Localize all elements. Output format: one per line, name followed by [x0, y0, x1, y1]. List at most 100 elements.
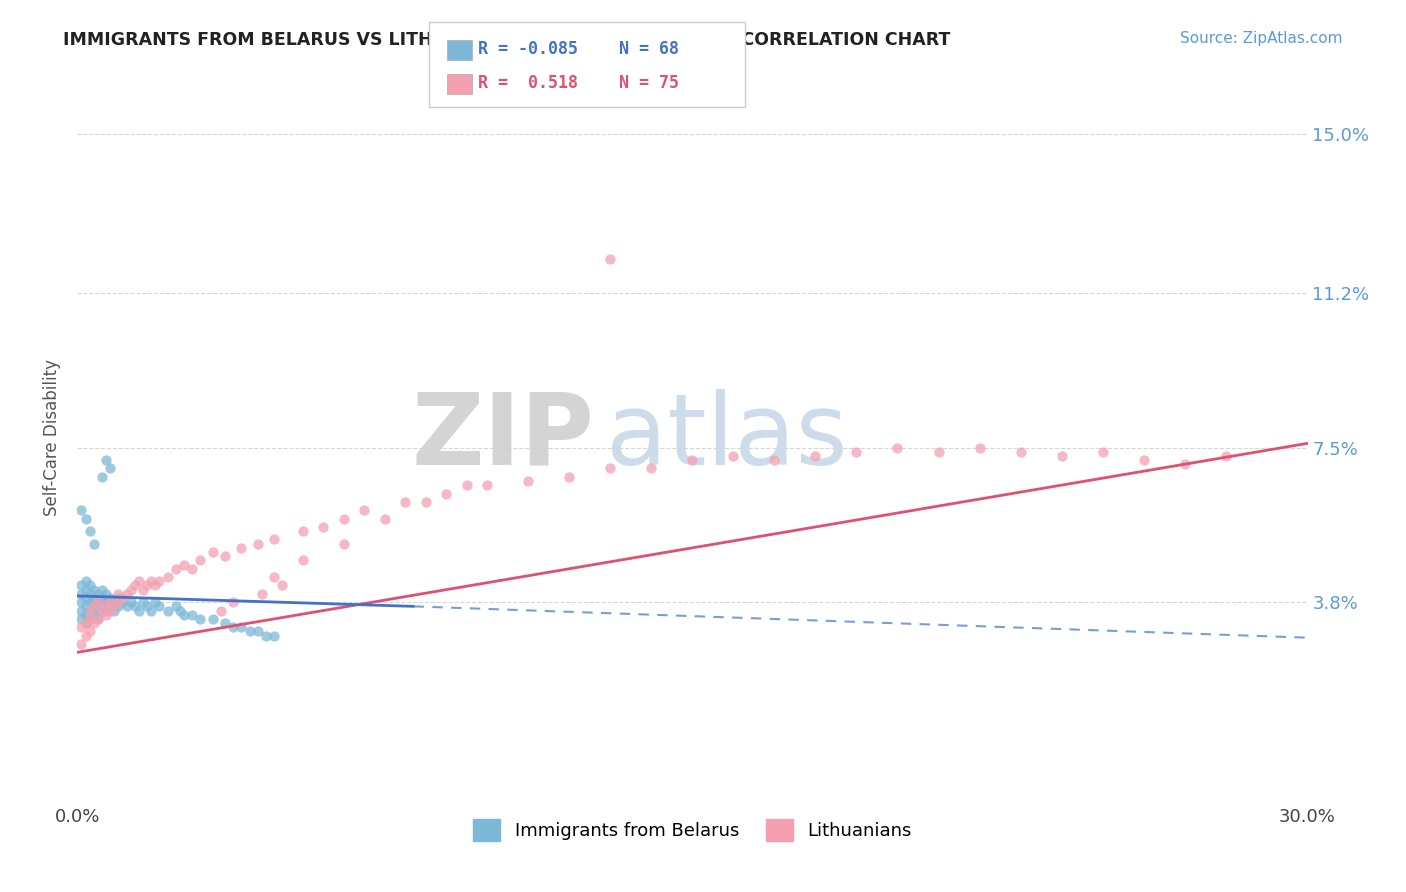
- Point: [136, 599, 159, 614]
- Point: [94, 607, 117, 622]
- Point: [94, 599, 117, 614]
- Point: [173, 607, 195, 622]
- Point: [70, 595, 93, 609]
- Point: [87, 595, 110, 609]
- Point: [75, 599, 97, 614]
- Point: [75, 591, 97, 605]
- Point: [90, 603, 114, 617]
- Point: [250, 587, 273, 601]
- Point: [79, 603, 101, 617]
- Point: [181, 562, 204, 576]
- Point: [845, 444, 868, 458]
- Point: [156, 603, 179, 617]
- Point: [246, 624, 269, 639]
- Point: [201, 612, 224, 626]
- Point: [222, 595, 245, 609]
- Point: [70, 612, 93, 626]
- Point: [239, 624, 262, 639]
- Text: N = 75: N = 75: [619, 74, 679, 92]
- Point: [353, 503, 375, 517]
- Point: [1050, 449, 1073, 463]
- Point: [79, 612, 101, 626]
- Point: [477, 478, 499, 492]
- Point: [599, 252, 621, 267]
- Point: [231, 541, 253, 555]
- Point: [120, 595, 142, 609]
- Point: [87, 612, 110, 626]
- Point: [70, 578, 93, 592]
- Point: [456, 478, 478, 492]
- Point: [132, 582, 155, 597]
- Text: ZIP: ZIP: [411, 389, 595, 485]
- Point: [1174, 457, 1197, 471]
- Point: [201, 545, 224, 559]
- Point: [271, 578, 294, 592]
- Point: [98, 591, 121, 605]
- Point: [75, 582, 97, 597]
- Point: [94, 603, 117, 617]
- Point: [90, 599, 114, 614]
- Point: [291, 553, 314, 567]
- Point: [79, 612, 101, 626]
- Point: [107, 599, 129, 614]
- Text: atlas: atlas: [606, 389, 848, 485]
- Point: [103, 603, 125, 617]
- Point: [103, 595, 125, 609]
- Point: [181, 607, 204, 622]
- Point: [90, 470, 114, 484]
- Point: [98, 599, 121, 614]
- Legend: Immigrants from Belarus, Lithuanians: Immigrants from Belarus, Lithuanians: [465, 812, 920, 848]
- Point: [94, 587, 117, 601]
- Point: [214, 616, 236, 631]
- Point: [804, 449, 827, 463]
- Point: [165, 599, 187, 614]
- Point: [517, 474, 540, 488]
- Point: [70, 603, 93, 617]
- Point: [128, 603, 150, 617]
- Point: [599, 461, 621, 475]
- Point: [128, 574, 150, 589]
- Point: [333, 536, 356, 550]
- Point: [141, 574, 163, 589]
- Point: [214, 549, 236, 564]
- Point: [148, 599, 170, 614]
- Point: [75, 616, 97, 631]
- Text: N = 68: N = 68: [619, 40, 679, 58]
- Point: [222, 620, 245, 634]
- Point: [87, 612, 110, 626]
- Point: [141, 603, 163, 617]
- Point: [115, 599, 138, 614]
- Point: [143, 578, 166, 592]
- Point: [263, 629, 285, 643]
- Point: [79, 587, 101, 601]
- Point: [333, 511, 356, 525]
- Point: [83, 591, 105, 605]
- Point: [291, 524, 314, 538]
- Text: R = -0.085: R = -0.085: [478, 40, 578, 58]
- Point: [169, 603, 191, 617]
- Point: [87, 603, 110, 617]
- Point: [120, 582, 142, 597]
- Point: [79, 524, 101, 538]
- Point: [70, 587, 93, 601]
- Point: [111, 591, 134, 605]
- Point: [83, 582, 105, 597]
- Point: [1215, 449, 1237, 463]
- Point: [79, 624, 101, 639]
- Point: [83, 599, 105, 614]
- Point: [94, 453, 117, 467]
- Point: [263, 570, 285, 584]
- Point: [263, 533, 285, 547]
- Point: [79, 595, 101, 609]
- Point: [90, 591, 114, 605]
- Point: [107, 591, 129, 605]
- Point: [83, 607, 105, 622]
- Point: [723, 449, 745, 463]
- Point: [640, 461, 662, 475]
- Point: [98, 461, 121, 475]
- Point: [254, 629, 277, 643]
- Point: [75, 607, 97, 622]
- Point: [124, 578, 146, 592]
- Point: [1010, 444, 1032, 458]
- Point: [98, 595, 121, 609]
